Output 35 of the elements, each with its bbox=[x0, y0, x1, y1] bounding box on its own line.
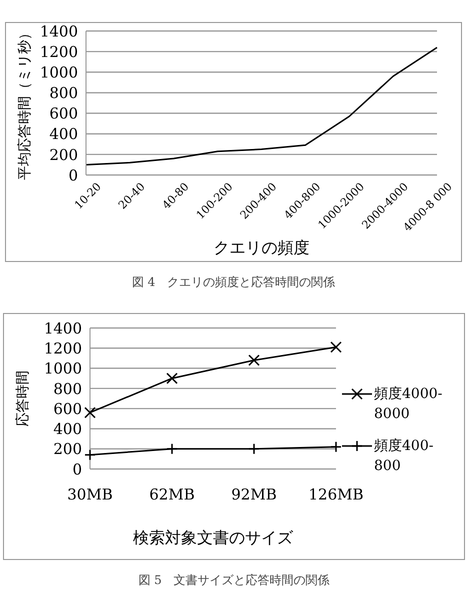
y-tick-label: 200 bbox=[53, 440, 82, 458]
x-axis-title: クエリの頻度 bbox=[214, 238, 310, 257]
y-tick-label: 1000 bbox=[40, 63, 78, 82]
point bbox=[84, 406, 96, 418]
y-tick-label: 800 bbox=[49, 84, 78, 102]
y-tick-label: 1200 bbox=[40, 42, 78, 61]
y-axis-title: 応答時間 bbox=[14, 370, 31, 426]
y-tick-label: 400 bbox=[49, 125, 78, 144]
y-axis-title: 平均応答時間（ミリ秒） bbox=[16, 26, 33, 180]
caption: 図 4 クエリの頻度と応答時間の関係 bbox=[130, 274, 336, 291]
x-tick-label: 92MB bbox=[231, 486, 277, 504]
x-tick-label: 62MB bbox=[149, 486, 195, 504]
point bbox=[166, 372, 178, 384]
y-tick-label: 1400 bbox=[44, 319, 82, 338]
x-tick-label: 126MB bbox=[308, 486, 364, 504]
caption: 図 5 文書サイズと応答時間の関係 bbox=[137, 572, 331, 589]
y-tick-label: 600 bbox=[49, 104, 78, 123]
y-tick-label: 1000 bbox=[44, 360, 82, 378]
y-tick-label: 800 bbox=[53, 380, 82, 398]
legend-label: 頻度400-800 bbox=[374, 436, 434, 476]
y-tick-label: 400 bbox=[53, 420, 82, 438]
y-tick-label: 1200 bbox=[44, 339, 82, 358]
point bbox=[84, 449, 96, 461]
x-tick-label: 30MB bbox=[67, 486, 113, 504]
y-tick-label: 0 bbox=[68, 166, 78, 184]
point bbox=[330, 341, 342, 353]
y-tick-label: 600 bbox=[53, 400, 82, 418]
x-axis-title: 検索対象文書のサイズ bbox=[133, 528, 294, 547]
line-series bbox=[85, 46, 438, 166]
y-tick-label: 200 bbox=[49, 146, 78, 164]
y-tick-label: 0 bbox=[72, 460, 82, 478]
point bbox=[330, 441, 342, 453]
legend-label: 頻度4000-8000 bbox=[374, 384, 444, 424]
y-tick-label: 1400 bbox=[40, 22, 78, 40]
point bbox=[248, 354, 260, 366]
